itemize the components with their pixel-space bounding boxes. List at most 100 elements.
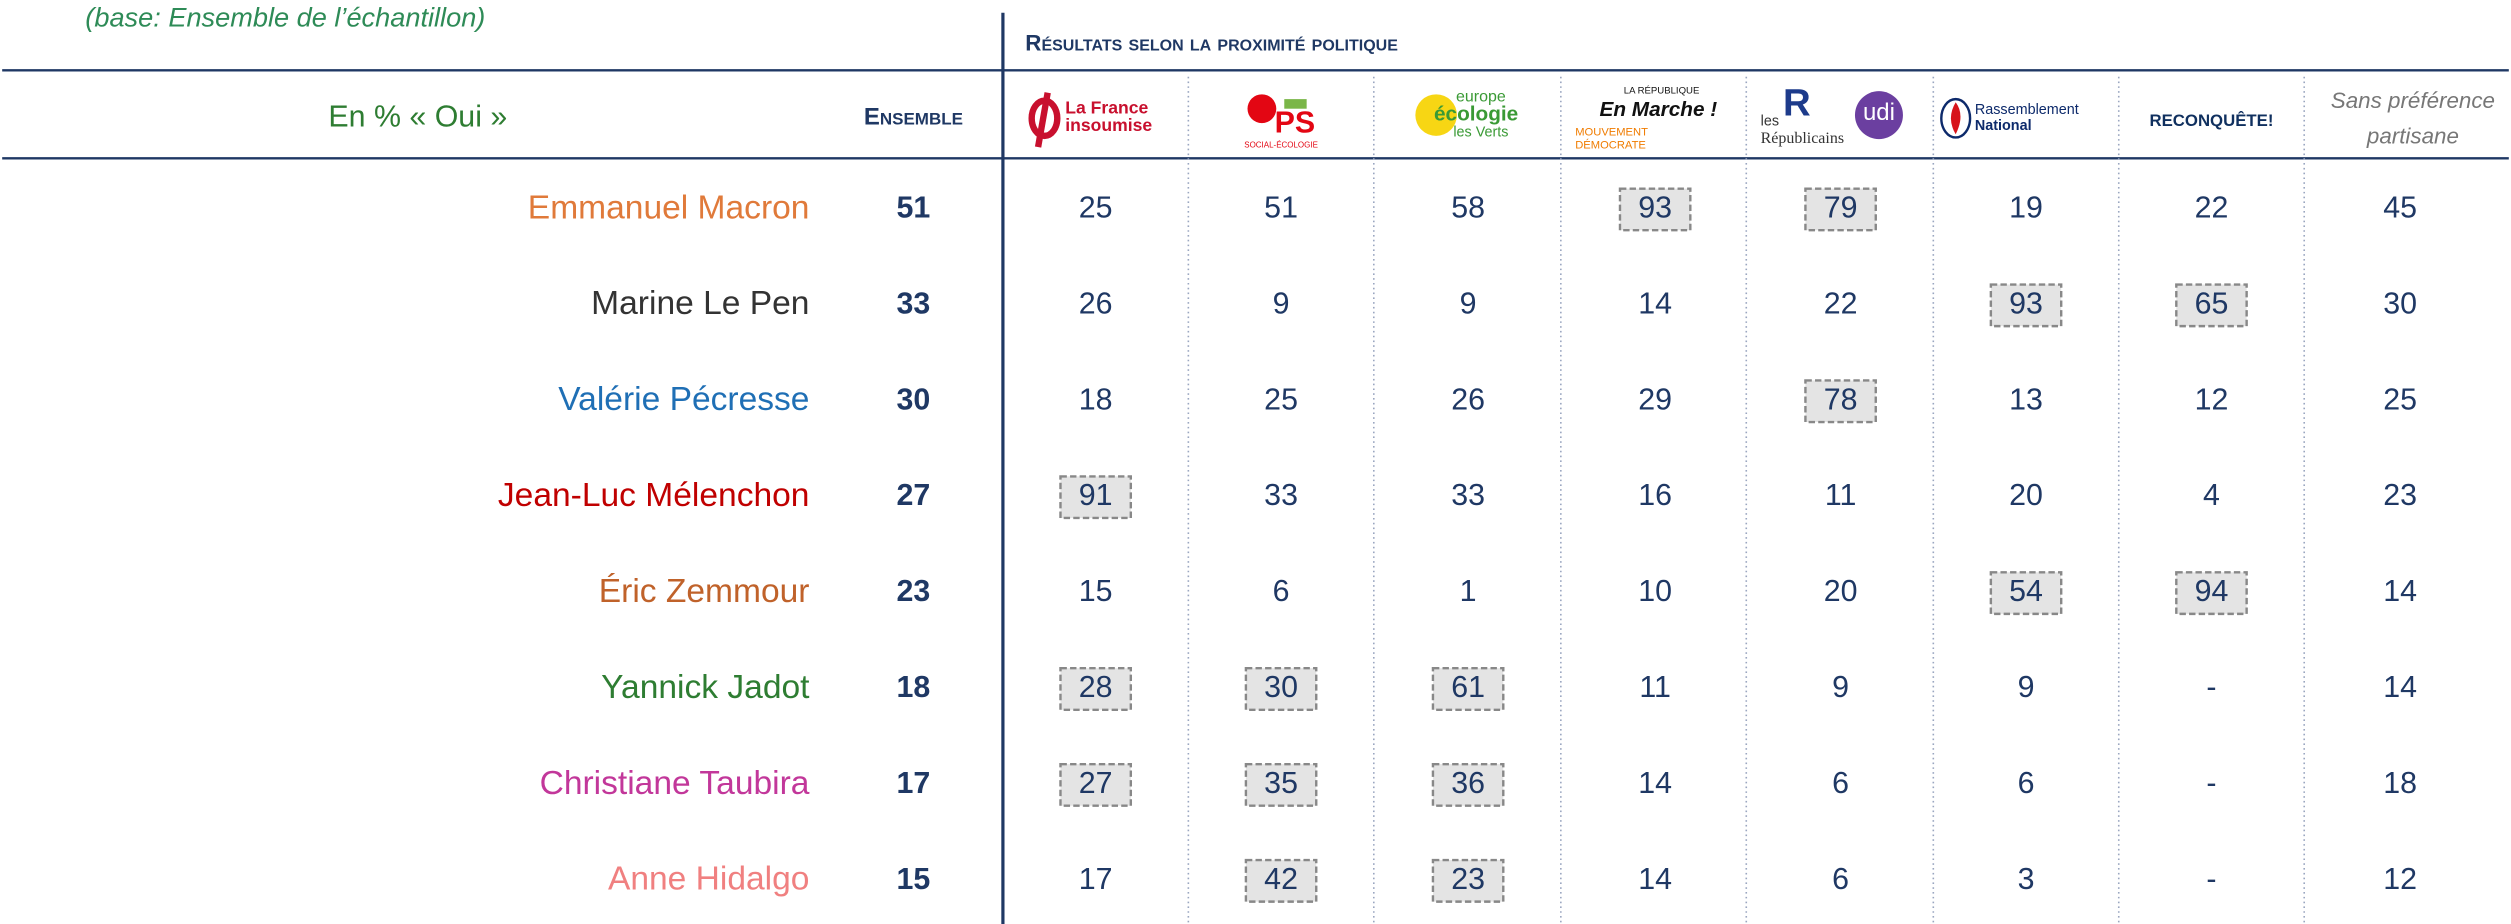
cell-value: 3	[2018, 863, 2035, 896]
cell-value: 12	[2195, 383, 2229, 416]
cell-value: 4	[2203, 479, 2220, 512]
highlight-box	[1804, 379, 1877, 424]
cell-value: 78	[1824, 383, 1858, 416]
cell-value: 19	[2009, 191, 2043, 224]
cell-value: -	[2206, 767, 2216, 800]
total-value: 15	[897, 863, 931, 896]
party-logo-shape	[1034, 92, 1051, 148]
party-logo-text: partisane	[2366, 123, 2459, 148]
cell-value: 28	[1079, 671, 1113, 704]
cell-value: 26	[1079, 287, 1113, 320]
highlight-box	[1431, 858, 1505, 903]
cell-value: 25	[2383, 383, 2417, 416]
highlight-box	[1989, 283, 2063, 328]
cell-value: 22	[1824, 287, 1858, 320]
cell-value: 13	[2009, 383, 2043, 416]
section-header: Résultats selon la proximité politique	[1025, 31, 1398, 56]
cell-value: 9	[1832, 671, 1849, 704]
cell-value: 35	[1264, 767, 1298, 800]
cell-value: 6	[1832, 863, 1849, 896]
cell-value: 14	[2383, 671, 2417, 704]
highlight-box	[1244, 667, 1318, 711]
party-logo-text: udi	[1863, 99, 1895, 126]
party-logo-text: En Marche !	[1599, 98, 1717, 121]
candidate-name: Christiane Taubira	[540, 765, 810, 802]
cell-value: 93	[2009, 287, 2043, 320]
highlight-box	[2175, 571, 2248, 616]
party-logo-text: écologie	[1434, 103, 1518, 126]
highlight-box	[1989, 571, 2063, 616]
highlight-box	[1804, 187, 1877, 232]
cell-value: 58	[1451, 191, 1485, 224]
party-logo-shape	[1284, 99, 1307, 109]
party-logo-shape	[1940, 97, 1972, 139]
highlight-box	[1618, 187, 1692, 232]
cell-value: 1	[1460, 575, 1477, 608]
cell-value: 27	[1079, 767, 1113, 800]
highlight-box	[1244, 858, 1318, 903]
cell-value: 26	[1451, 383, 1485, 416]
cell-value: 6	[1832, 767, 1849, 800]
cell-value: 20	[2009, 479, 2043, 512]
party-logo-text: National	[1975, 118, 2032, 134]
candidate-name: Anne Hidalgo	[608, 861, 810, 898]
party-logo-text: PS	[1275, 107, 1316, 140]
party-logo-text: Rassemblement	[1975, 102, 2079, 118]
party-logo-text: les Verts	[1453, 124, 1508, 140]
highlight-box	[1431, 667, 1505, 711]
party-logo-shape	[1415, 94, 1457, 136]
cell-value: 11	[1639, 671, 1671, 704]
candidate-name: Jean-Luc Mélenchon	[498, 477, 810, 514]
cell-value: 65	[2195, 287, 2229, 320]
cell-value: 45	[2383, 191, 2417, 224]
cell-value: 14	[2383, 575, 2417, 608]
cell-value: 30	[2383, 287, 2417, 320]
total-value: 27	[897, 479, 931, 512]
cell-value: 14	[1638, 863, 1672, 896]
cell-value: 6	[2018, 767, 2035, 800]
cell-value: 14	[1638, 287, 1672, 320]
party-logo-text: insoumise	[1065, 115, 1152, 135]
party-logo-text: DÉMOCRATE	[1575, 138, 1646, 151]
cell-value: 12	[2383, 863, 2417, 896]
cell-value: 11	[1825, 479, 1857, 512]
cell-value: -	[2206, 671, 2216, 704]
party-logo-text: Républicains	[1761, 130, 1844, 147]
party-logo-shape	[1247, 94, 1277, 124]
total-value: 17	[897, 767, 931, 800]
cell-value: 10	[1638, 575, 1672, 608]
highlight-box	[1431, 762, 1505, 807]
party-logo-text: Sans préférence	[2331, 88, 2495, 113]
cell-value: 61	[1451, 671, 1485, 704]
party-logo-text: RECONQUÊTE!	[2150, 111, 2274, 130]
party-logo-text: les	[1761, 113, 1779, 129]
party-logo-text: La France	[1065, 97, 1148, 117]
highlight-box	[1244, 762, 1318, 807]
total-value: 18	[897, 671, 931, 704]
candidate-name: Valérie Pécresse	[558, 381, 809, 418]
party-logo-text: LA RÉPUBLIQUE	[1624, 86, 1700, 97]
cell-value: 33	[1264, 479, 1298, 512]
cell-value: 36	[1451, 767, 1485, 800]
cell-value: 94	[2195, 575, 2229, 608]
cell-value: 23	[2383, 479, 2417, 512]
candidate-name: Emmanuel Macron	[528, 189, 810, 226]
cell-value: -	[2206, 863, 2216, 896]
cell-value: 6	[1273, 575, 1290, 608]
total-value: 33	[897, 287, 931, 320]
candidate-name: Éric Zemmour	[599, 573, 810, 610]
cell-value: 16	[1638, 479, 1672, 512]
cell-value: 18	[2383, 767, 2417, 800]
row-header: En % « Oui »	[328, 100, 507, 133]
candidate-name: Marine Le Pen	[591, 285, 809, 322]
highlight-box	[1059, 762, 1133, 807]
cell-value: 22	[2195, 191, 2229, 224]
cell-value: 51	[1264, 191, 1298, 224]
cell-value: 30	[1264, 671, 1298, 704]
highlight-box	[1059, 667, 1133, 711]
cell-value: 25	[1264, 383, 1298, 416]
candidate-name: Yannick Jadot	[601, 669, 810, 706]
cell-value: 54	[2009, 575, 2043, 608]
party-logo-text: MOUVEMENT	[1575, 127, 1648, 139]
